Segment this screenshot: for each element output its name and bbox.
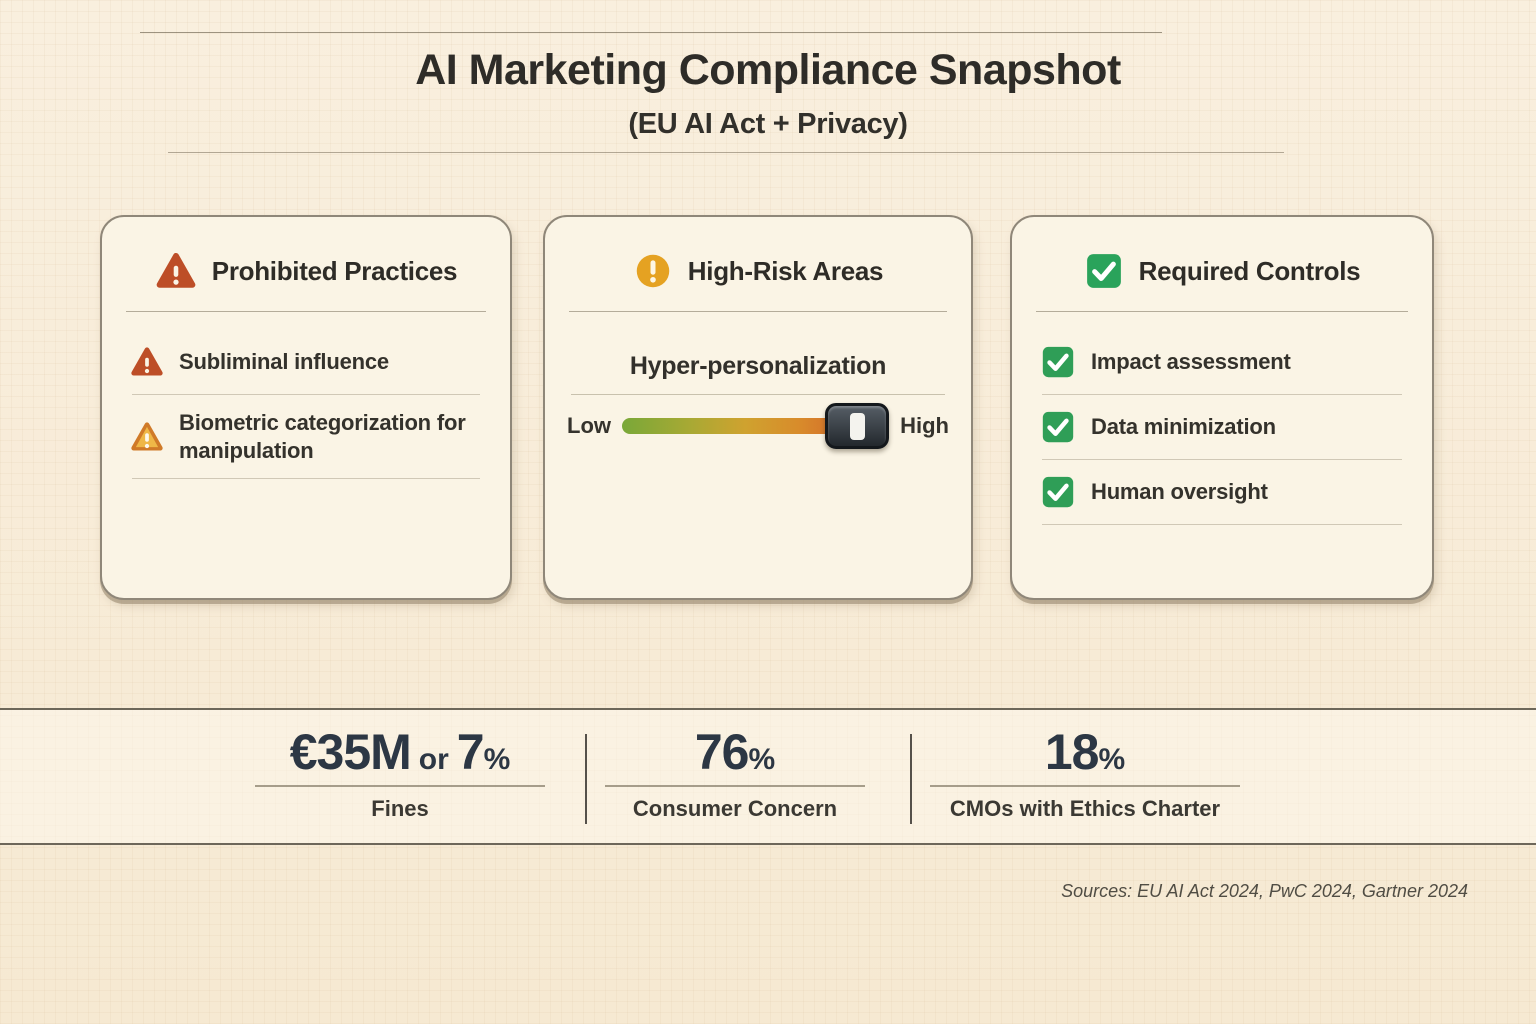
stat-amount: €35M — [289, 724, 412, 780]
stat-percent-sign: % — [748, 743, 776, 776]
slider-high-label: High — [900, 413, 949, 438]
sources-note: Sources: EU AI Act 2024, PwC 2024, Gartn… — [1061, 881, 1468, 901]
risk-divider — [571, 394, 945, 395]
stat-underline — [255, 784, 545, 787]
card-header-divider — [1036, 311, 1408, 312]
list-item-label: Data minimization — [1091, 414, 1276, 440]
prohibited-list: Subliminal influence Biometric categoriz… — [130, 336, 482, 479]
card-title: Required Controls — [1138, 255, 1361, 286]
list-divider — [132, 478, 480, 479]
page-title: AI Marketing Compliance Snapshot — [415, 46, 1121, 94]
list-item: Human oversight — [1040, 466, 1404, 518]
stat-amount: 7 — [456, 724, 485, 780]
stat-underline — [930, 784, 1240, 787]
risk-area-label: Hyper-personalization — [629, 352, 887, 380]
stats-band: €35M or 7% Fines 76% Consumer Concern 18% … — [0, 708, 1536, 845]
card-high-risk-areas: High-Risk Areas Hyper-personalization Lo… — [543, 215, 973, 600]
stat-label: CMOs with Ethics Charter — [949, 795, 1221, 821]
card-required-controls: Required Controls Impact assessment Data… — [1010, 215, 1434, 600]
stat-cmos-ethics-charter: 18% CMOs with Ethics Charter — [930, 726, 1240, 822]
list-item: Data minimization — [1040, 401, 1404, 453]
stat-divider — [910, 734, 912, 824]
list-divider — [132, 394, 480, 395]
card-header-divider — [569, 311, 947, 312]
stat-value: 18% — [930, 726, 1240, 779]
stat-underline — [605, 784, 865, 787]
list-item-label: Human oversight — [1091, 479, 1268, 505]
required-list: Impact assessment Data minimization Huma… — [1040, 336, 1404, 525]
card-prohibited-practices: Prohibited Practices Subliminal influenc… — [100, 215, 512, 600]
list-item-label: Impact assessment — [1091, 349, 1291, 375]
warning-triangle-yellow-icon — [130, 420, 164, 454]
checkbox-check-icon — [1084, 251, 1124, 291]
stat-connector: or — [418, 743, 449, 776]
card-header: High-Risk Areas — [545, 247, 971, 295]
list-item-label: Biometric categorization for manipulatio… — [179, 410, 466, 463]
stat-value: 76% — [605, 726, 865, 779]
exclamation-circle-icon — [633, 251, 673, 291]
stat-percent-sign: % — [1098, 743, 1126, 776]
risk-slider-track — [622, 403, 890, 449]
list-item-label: Subliminal influence — [179, 349, 389, 375]
decorative-top-line — [140, 32, 1162, 33]
checkbox-check-icon — [1040, 344, 1076, 380]
risk-slider: Low High — [567, 401, 949, 451]
card-title: High-Risk Areas — [687, 255, 884, 286]
list-divider — [1042, 459, 1402, 460]
stat-amount: 76 — [694, 724, 750, 780]
slider-knob-grip — [849, 412, 865, 440]
stat-percent-sign: % — [483, 743, 511, 776]
checkbox-check-icon — [1040, 474, 1076, 510]
checkbox-check-icon — [1040, 409, 1076, 445]
card-header-divider — [126, 311, 486, 312]
slider-low-label: Low — [567, 413, 611, 438]
stat-label: Fines — [371, 795, 429, 821]
stat-fines: €35M or 7% Fines — [255, 726, 545, 822]
list-item: Subliminal influence — [130, 336, 482, 388]
stat-consumer-concern: 76% Consumer Concern — [605, 726, 865, 822]
card-header: Required Controls — [1012, 247, 1432, 295]
list-item: Biometric categorization for manipulatio… — [130, 401, 482, 472]
risk-slider-knob[interactable] — [825, 403, 890, 449]
list-divider — [1042, 524, 1402, 525]
card-header: Prohibited Practices — [102, 247, 510, 295]
header-divider — [168, 152, 1284, 153]
card-title: Prohibited Practices — [211, 255, 458, 286]
stat-divider — [585, 734, 587, 824]
stat-label: Consumer Concern — [632, 795, 838, 821]
list-item: Impact assessment — [1040, 336, 1404, 388]
list-divider — [1042, 394, 1402, 395]
page-subtitle: (EU AI Act + Privacy) — [628, 108, 908, 140]
stat-value: €35M or 7% — [255, 726, 545, 779]
warning-triangle-icon — [130, 345, 164, 379]
stat-amount: 18 — [1044, 724, 1100, 780]
warning-triangle-icon — [155, 250, 197, 292]
